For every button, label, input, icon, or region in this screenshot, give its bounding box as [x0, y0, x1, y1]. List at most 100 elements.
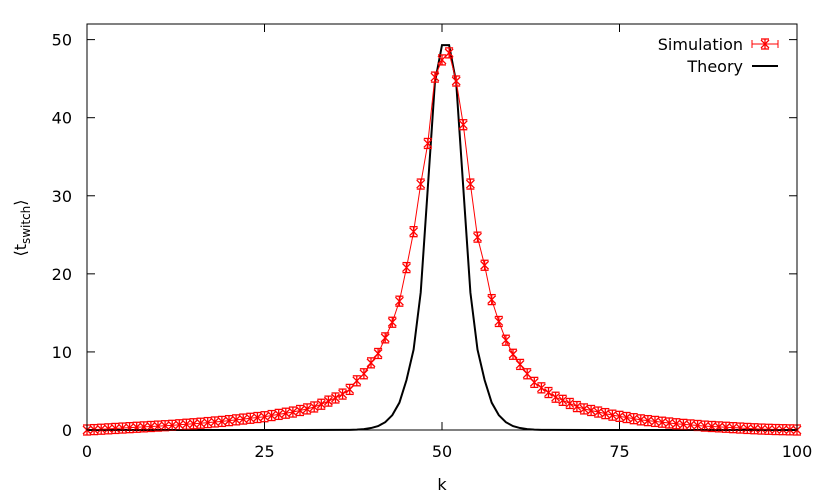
simulation-point [764, 423, 774, 435]
simulation-point [366, 357, 376, 369]
y-tick-label: 50 [52, 31, 72, 50]
simulation-point [323, 395, 333, 407]
simulation-point [700, 420, 710, 432]
simulation-point [572, 400, 582, 413]
x-tick-label: 100 [782, 442, 813, 461]
simulation-point [508, 348, 518, 360]
simulation-point [252, 411, 262, 424]
simulation-point [295, 404, 305, 417]
legend-theory-label: Theory [686, 57, 743, 76]
simulation-point [465, 178, 475, 190]
simulation-point [551, 391, 561, 403]
simulation-point [345, 383, 355, 396]
plot-frame [86, 23, 798, 431]
simulation-point [423, 137, 433, 150]
y-tick-label: 30 [52, 187, 72, 206]
legend: Simulation Theory [658, 35, 779, 76]
simulation-point [288, 406, 298, 418]
simulation-point [522, 368, 532, 380]
simulation-point [352, 375, 362, 387]
simulation-line [86, 51, 798, 431]
simulation-point [515, 358, 525, 371]
simulation-point [260, 411, 269, 423]
simulation-point [224, 414, 234, 427]
simulation-point [629, 413, 639, 425]
simulation-point [480, 259, 490, 271]
y-tick-label: 20 [52, 265, 72, 284]
legend-marker [760, 38, 770, 50]
y-label-main: ⟨t [11, 244, 30, 257]
y-label-close: ⟩ [11, 199, 30, 205]
simulation-point [494, 315, 504, 328]
simulation-point [643, 414, 653, 427]
simulation-point [586, 404, 596, 417]
simulation-point [103, 423, 113, 435]
legend-simulation-label: Simulation [658, 35, 743, 54]
simulation-point [473, 231, 482, 243]
simulation-point [579, 403, 589, 415]
simulation-point [373, 347, 383, 360]
simulation-point [444, 47, 454, 59]
simulation-point [302, 403, 312, 415]
simulation-point [189, 418, 198, 430]
simulation-point [650, 415, 660, 428]
simulation-point [245, 412, 255, 424]
theory-line [87, 44, 797, 431]
y-tick-label: 40 [52, 109, 72, 128]
simulation-point [742, 422, 752, 435]
simulation-point [458, 119, 468, 131]
simulation-point [622, 411, 632, 424]
simulation-point [437, 54, 447, 66]
y-axis-label: ⟨tswitch⟩ [11, 199, 33, 256]
simulation-point [316, 398, 326, 410]
simulation-point [529, 376, 539, 389]
simulation-point [409, 226, 419, 238]
simulation-point [757, 423, 766, 435]
simulation-point [416, 178, 426, 190]
x-tick-label: 25 [254, 442, 274, 461]
simulation-point [238, 413, 248, 425]
y-label-sub: switch [19, 206, 33, 244]
simulation-point [267, 409, 277, 422]
legend-simulation-sample [751, 38, 779, 50]
simulation-point [160, 420, 170, 432]
simulation-point [565, 397, 575, 410]
simulation-point [451, 75, 461, 87]
simulation-point [380, 332, 390, 344]
simulation-point [118, 422, 127, 434]
simulation-point [671, 418, 681, 430]
simulation-point [749, 423, 759, 435]
simulation-point [593, 406, 603, 418]
x-tick-label: 50 [432, 442, 452, 461]
simulation-point [110, 422, 120, 435]
y-tick-label: 0 [62, 421, 72, 440]
simulation-point [203, 416, 213, 429]
simulation-point [231, 414, 241, 426]
simulation-point [501, 334, 511, 346]
simulation-point [274, 408, 284, 421]
simulation-point [402, 261, 411, 274]
simulation-point [153, 420, 163, 432]
y-tick-label: 10 [52, 343, 72, 362]
simulation-point [600, 407, 610, 420]
simulation-point [132, 421, 142, 433]
x-tick-label: 0 [82, 442, 92, 461]
simulation-point [678, 418, 688, 431]
simulation-point [636, 414, 646, 426]
simulation-point [487, 293, 497, 306]
simulation-point [217, 415, 227, 428]
simulation-point [735, 422, 745, 434]
simulation-point [281, 407, 291, 419]
x-axis-label: k [437, 475, 447, 494]
simulation-point [309, 401, 319, 413]
simulation-point [96, 423, 106, 435]
simulation-point [544, 386, 553, 399]
simulation-point [394, 295, 404, 307]
simulation-point [359, 368, 369, 380]
simulation-point [615, 410, 624, 422]
simulation-point [210, 416, 220, 428]
simulation-point [657, 416, 667, 428]
simulation-point [607, 409, 617, 421]
